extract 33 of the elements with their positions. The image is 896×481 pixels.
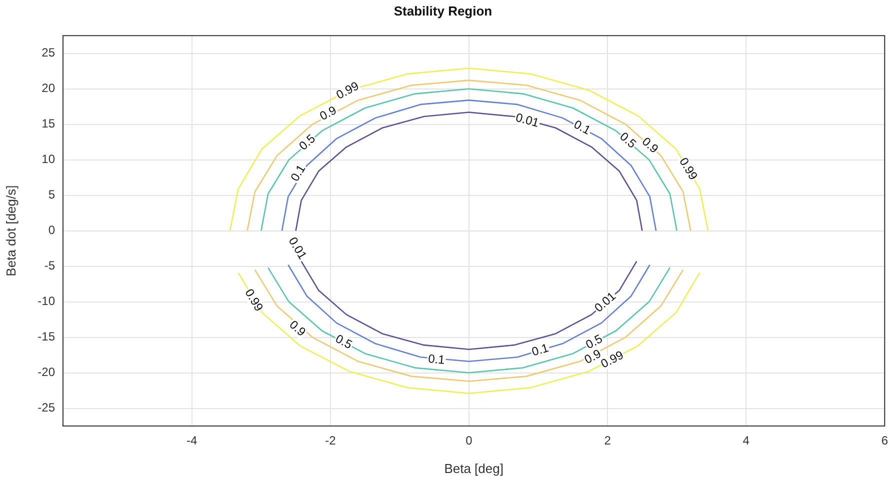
annotation: 0.1 [572,117,594,138]
y-tick-label: 20 [42,81,56,96]
y-tick-label: -20 [38,365,56,380]
annotation: 0.9 [286,317,309,340]
x-axis-title: Beta [deg] [444,460,504,476]
y-tick-label: 15 [42,116,56,131]
x-tick-label: 2 [604,434,612,448]
x-tick-label: 4 [742,434,750,448]
y-tick-label: 25 [42,46,56,60]
annotation: 0.9 [317,102,339,124]
annotation: 0.1 [530,340,550,359]
annotation: 0.1 [428,352,446,368]
annotation: 0.99 [334,78,362,102]
annotation: 0.1 [288,162,308,184]
x-tick-label: -4 [186,434,198,448]
y-tick-label: -15 [38,330,56,344]
y-tick-label: -10 [38,294,56,308]
annotation: 0.5 [296,131,318,154]
annotation: 0.9 [639,134,662,156]
x-tick-label: 0 [466,434,473,448]
annotation: 0.5 [617,129,640,152]
annotation: 0.01 [592,288,619,315]
chart-title: Stability Region [394,3,492,18]
y-tick-label: 0 [48,223,56,238]
y-tick-label: -25 [38,400,56,415]
annotation: 0.5 [333,332,355,352]
y-tick-label: 5 [48,188,56,202]
annotation: 0.01 [514,110,541,130]
y-tick-label: -5 [44,258,56,273]
y-tick-label: 10 [42,152,56,166]
y-axis-title: Beta dot [deg/s] [3,185,18,276]
x-tick-label: -2 [325,434,336,448]
x-tick-label: 6 [881,434,888,448]
